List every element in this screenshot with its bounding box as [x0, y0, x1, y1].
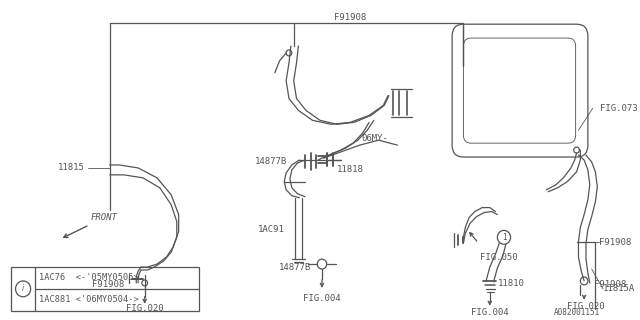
Text: 14877B: 14877B [255, 157, 287, 166]
Text: FIG.073: FIG.073 [600, 104, 638, 113]
Text: 1AC881 <'06MY0504->: 1AC881 <'06MY0504-> [39, 295, 139, 304]
Text: 06MY-: 06MY- [362, 134, 388, 143]
Text: F91908: F91908 [334, 13, 366, 22]
Text: FIG.004: FIG.004 [471, 308, 509, 317]
Text: FRONT: FRONT [64, 213, 118, 237]
Text: FIG.020: FIG.020 [567, 302, 605, 311]
Text: 11810: 11810 [499, 279, 525, 288]
Text: 1AC91: 1AC91 [257, 225, 284, 234]
Text: 1: 1 [502, 233, 506, 242]
Text: 11815A: 11815A [603, 284, 636, 293]
Text: FIG.020: FIG.020 [126, 304, 164, 313]
Text: 14877B: 14877B [278, 263, 310, 272]
Text: FIG.004: FIG.004 [303, 294, 340, 303]
Text: i: i [22, 284, 24, 293]
Circle shape [317, 259, 326, 269]
Text: FIG.050: FIG.050 [481, 253, 518, 262]
Text: F91908: F91908 [593, 280, 626, 289]
Text: F91908: F91908 [92, 280, 124, 289]
Bar [11, 267, 200, 311]
Circle shape [15, 281, 31, 297]
Text: 1AC76  <-'05MY0505>: 1AC76 <-'05MY0505> [39, 274, 139, 283]
Text: 11815: 11815 [58, 164, 84, 172]
Circle shape [580, 277, 588, 285]
Text: 11818: 11818 [337, 165, 364, 174]
Text: A082001151: A082001151 [554, 308, 600, 317]
Circle shape [497, 230, 511, 244]
Text: F91908: F91908 [599, 238, 632, 247]
